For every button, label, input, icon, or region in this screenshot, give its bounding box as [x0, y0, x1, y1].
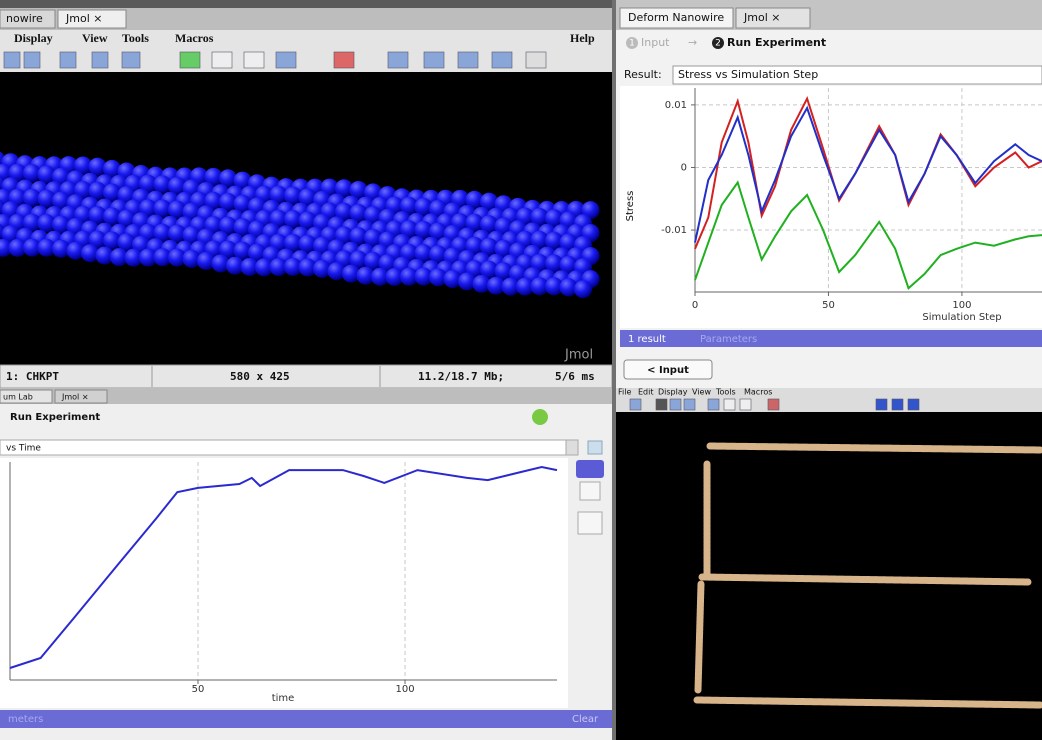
splitter	[612, 0, 616, 740]
status-text: 5/6 ms	[555, 370, 595, 383]
tab-label: um Lab	[3, 393, 33, 402]
results-bar	[620, 330, 1042, 347]
jmol-bottom: File Edit Display View Tools Macros	[616, 388, 1042, 740]
tool-button[interactable]	[684, 399, 695, 410]
rod	[698, 584, 701, 690]
menu-item[interactable]: Macros	[175, 31, 214, 45]
tool-button[interactable]	[180, 52, 200, 68]
watermark: Jmol	[564, 348, 593, 363]
status-text: 1: CHKPT	[6, 370, 59, 383]
step-label[interactable]: Input	[641, 36, 670, 49]
screen: nowire Jmol × Display View Tools Macros …	[0, 0, 1042, 740]
tab-label: nowire	[6, 12, 43, 25]
tool-button[interactable]	[24, 52, 40, 68]
tool-button[interactable]	[60, 52, 76, 68]
tool-button[interactable]	[492, 52, 512, 68]
x-tick-label: 50	[192, 684, 205, 695]
y-tick-label: 0	[681, 162, 687, 173]
tool-button[interactable]	[334, 52, 354, 68]
tool-button[interactable]	[724, 399, 735, 410]
x-axis-label: time	[272, 693, 295, 704]
view-button[interactable]	[576, 460, 604, 478]
parameters-tab[interactable]: meters	[8, 714, 43, 725]
tool-button[interactable]	[670, 399, 681, 410]
x-tick-label: 50	[822, 300, 835, 311]
step-number: 2	[715, 39, 721, 49]
step-label[interactable]: Run Experiment	[727, 36, 826, 49]
menu-item[interactable]: File	[618, 388, 631, 397]
user-icon[interactable]	[532, 409, 548, 425]
y-tick-label: -0.01	[661, 225, 687, 236]
tool-button[interactable]	[92, 52, 108, 68]
tool-button[interactable]	[458, 52, 478, 68]
download-button[interactable]	[588, 441, 602, 454]
jmol-top: nowire Jmol × Display View Tools Macros …	[0, 0, 612, 388]
tab-label: Jmol ×	[61, 393, 89, 402]
x-tick-label: 0	[692, 300, 698, 311]
step-arrow: →	[688, 36, 697, 49]
y-tick-label: 0.01	[665, 100, 687, 111]
tool-button[interactable]	[526, 52, 546, 68]
menu-item[interactable]: Macros	[744, 388, 772, 397]
tab-label: Jmol ×	[743, 11, 780, 24]
chart-area	[0, 458, 568, 708]
tool-button[interactable]	[4, 52, 20, 68]
tool-button[interactable]	[388, 52, 408, 68]
menu-item[interactable]: Help	[570, 31, 595, 45]
tool-button[interactable]	[908, 399, 919, 410]
clear-button[interactable]: Clear	[572, 714, 599, 725]
page: html, body { margin: 0; padding: 0; widt…	[0, 0, 1042, 740]
menu-item[interactable]: Edit	[638, 388, 654, 397]
status-text: 11.2/18.7 Mb;	[418, 370, 504, 383]
x-axis-label: Simulation Step	[922, 312, 1001, 323]
lab-panel: um Lab Jmol × Run Experiment vs Time met…	[0, 388, 612, 740]
tool-button[interactable]	[212, 52, 232, 68]
tab-label: Jmol ×	[65, 12, 102, 25]
menu-item[interactable]: Tools	[122, 31, 149, 45]
menu-item[interactable]: View	[82, 31, 108, 45]
rod	[710, 446, 1040, 450]
deform-panel: Deform Nanowire Jmol × 1 Input → 2 Run E…	[616, 0, 1042, 388]
status-bar	[0, 365, 612, 388]
tool-button[interactable]	[740, 399, 751, 410]
view-button[interactable]	[578, 512, 602, 534]
tool-button[interactable]	[768, 399, 779, 410]
tab-label: Deform Nanowire	[628, 11, 724, 24]
view-button[interactable]	[580, 482, 600, 500]
result-label: Result:	[624, 68, 662, 81]
tool-button[interactable]	[424, 52, 444, 68]
tool-button[interactable]	[122, 52, 140, 68]
result-select[interactable]	[0, 440, 566, 455]
parameters-tab[interactable]: Parameters	[700, 334, 757, 345]
menu-item[interactable]: View	[692, 388, 711, 397]
menu-item[interactable]: Tools	[715, 388, 736, 397]
tool-button[interactable]	[876, 399, 887, 410]
tool-button[interactable]	[630, 399, 641, 410]
rod	[702, 577, 1028, 582]
atom	[574, 280, 592, 298]
top-strip	[0, 0, 612, 8]
tool-button[interactable]	[892, 399, 903, 410]
tool-button[interactable]	[244, 52, 264, 68]
x-tick-label: 100	[952, 300, 971, 311]
x-tick-label: 100	[395, 684, 414, 695]
result-select-text: Stress vs Simulation Step	[678, 68, 818, 81]
results-bar	[0, 710, 612, 728]
tool-button[interactable]	[276, 52, 296, 68]
y-axis-label: Stress	[625, 191, 636, 222]
menu-item[interactable]: Display	[14, 31, 53, 45]
tool-button[interactable]	[708, 399, 719, 410]
body: {"jmol_top": {"tabs": ["nowire", "Jmol ×…	[0, 0, 1042, 740]
back-button-label: < Input	[647, 365, 689, 376]
results-count[interactable]: 1 result	[628, 334, 666, 345]
select-arrow[interactable]	[566, 440, 578, 455]
tool-button[interactable]	[656, 399, 667, 410]
result-select-text: vs Time	[6, 444, 41, 454]
status-text: 580 x 425	[230, 370, 290, 383]
step-label: Run Experiment	[10, 412, 100, 423]
step-number: 1	[629, 39, 635, 49]
menu-item[interactable]: Display	[658, 388, 688, 397]
